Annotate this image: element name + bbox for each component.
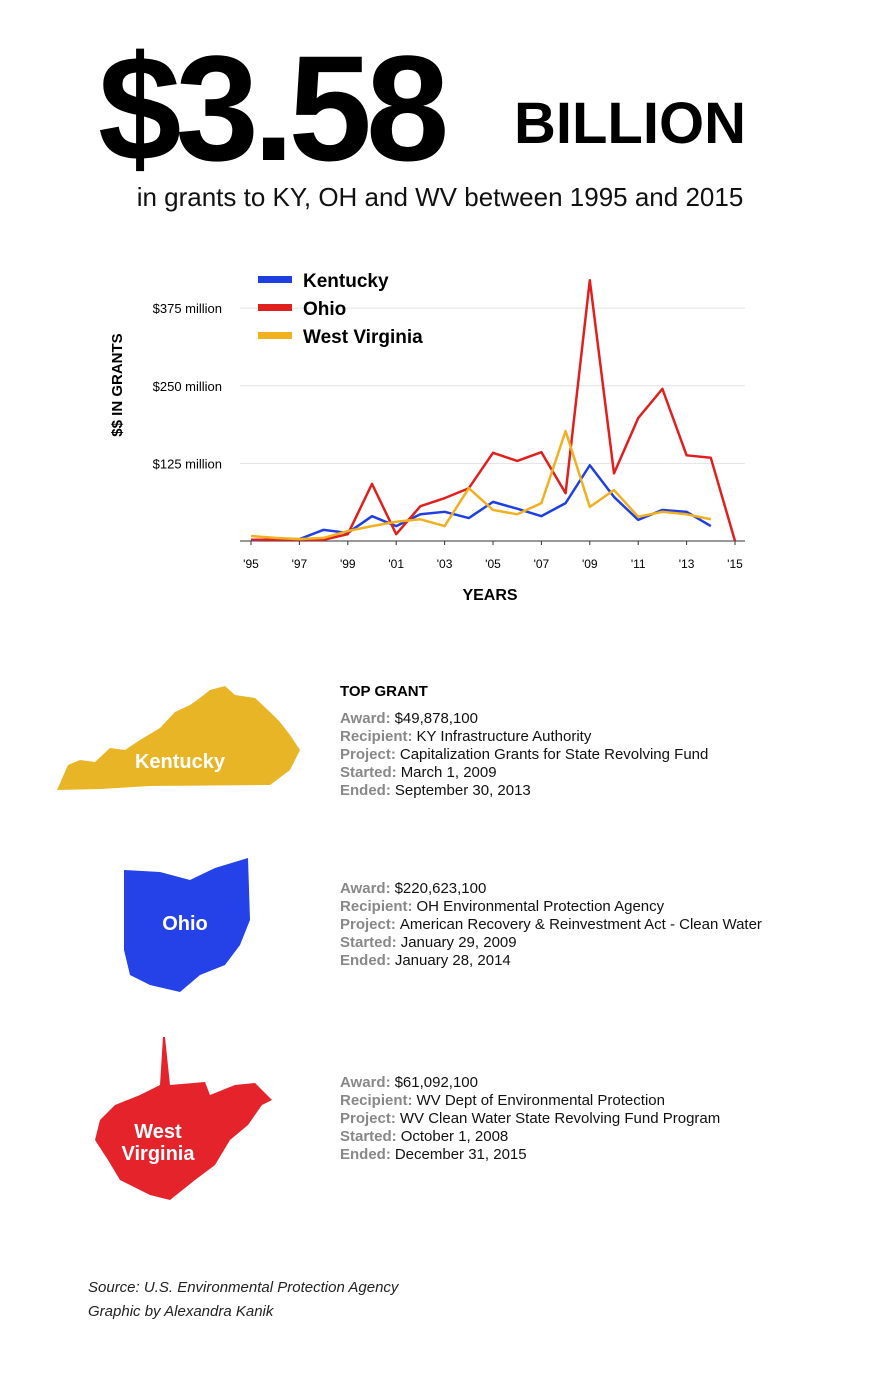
series-line <box>251 278 737 542</box>
kentucky-map <box>57 686 300 790</box>
legend-label: West Virginia <box>303 327 423 348</box>
field-value: American Recovery & Reinvestment Act - C… <box>400 916 762 933</box>
credit: Graphic by Alexandra Kanik <box>88 1303 275 1320</box>
field-label: Ended: <box>340 782 391 799</box>
y-tick-label: $375 million <box>153 301 222 316</box>
x-tick-label: '97 <box>292 557 308 571</box>
x-tick-label: '11 <box>631 557 646 571</box>
grant-field: Ended: September 30, 2013 <box>340 782 531 799</box>
field-label: Award: <box>340 1074 391 1091</box>
x-tick-label: '09 <box>582 557 598 571</box>
x-tick-label: '13 <box>679 557 695 571</box>
y-tick-label: $250 million <box>153 379 222 394</box>
x-tick-label: '95 <box>243 557 259 571</box>
grant-field: Award: $220,623,100 <box>340 880 486 897</box>
y-axis-label: $$ IN GRANTS <box>109 333 126 436</box>
field-value: $220,623,100 <box>395 880 487 897</box>
x-axis-label: YEARS <box>462 587 517 604</box>
field-label: Recipient: <box>340 898 413 915</box>
x-tick-label: '03 <box>437 557 453 571</box>
grant-field: Recipient: WV Dept of Environmental Prote… <box>340 1092 665 1109</box>
field-label: Project: <box>340 916 396 933</box>
x-tick-label: '07 <box>534 557 550 571</box>
x-tick-label: '01 <box>388 557 404 571</box>
field-value: KY Infrastructure Authority <box>417 728 592 745</box>
field-value: December 31, 2015 <box>395 1146 527 1163</box>
y-tick-label: $125 million <box>153 456 222 471</box>
grant-field: Started: January 29, 2009 <box>340 934 517 951</box>
legend-swatch <box>258 332 292 339</box>
field-label: Started: <box>340 1128 397 1145</box>
grant-field: Project: American Recovery & Reinvestment… <box>340 916 762 933</box>
field-label: Recipient: <box>340 728 413 745</box>
legend-label: Kentucky <box>303 271 389 292</box>
legend-swatch <box>258 276 292 283</box>
field-value: January 29, 2009 <box>401 934 517 951</box>
west-virginia-map <box>95 1037 272 1200</box>
line-chart: $125 million $250 million $375 million '95 '… <box>153 271 745 571</box>
field-label: Started: <box>340 764 397 781</box>
grant-field: Ended: January 28, 2014 <box>340 952 511 969</box>
headline-amount: $3.58 <box>98 24 445 192</box>
field-label: Project: <box>340 746 396 763</box>
grant-field: Ended: December 31, 2015 <box>340 1146 527 1163</box>
field-value: OH Environmental Protection Agency <box>417 898 665 915</box>
field-value: March 1, 2009 <box>401 764 497 781</box>
field-label: Award: <box>340 880 391 897</box>
field-value: January 28, 2014 <box>395 952 511 969</box>
x-tick-label: '15 <box>727 557 743 571</box>
grant-field: Award: $61,092,100 <box>340 1074 478 1091</box>
field-label: Ended: <box>340 1146 391 1163</box>
grant-field: Recipient: KY Infrastructure Authority <box>340 728 592 745</box>
field-value: WV Clean Water State Revolving Fund Prog… <box>400 1110 720 1127</box>
field-label: Project: <box>340 1110 396 1127</box>
grant-field: Started: March 1, 2009 <box>340 764 497 781</box>
field-value: September 30, 2013 <box>395 782 531 799</box>
series-line <box>250 463 712 542</box>
x-tick-label: '05 <box>485 557 501 571</box>
grant-field: Project: WV Clean Water State Revolving F… <box>340 1110 720 1127</box>
legend-label: Ohio <box>303 299 346 320</box>
headline-unit: BILLION <box>514 91 746 156</box>
grant-field: Started: October 1, 2008 <box>340 1128 508 1145</box>
field-value: Capitalization Grants for State Revolvin… <box>400 746 709 763</box>
series-line <box>250 429 712 541</box>
field-label: Started: <box>340 934 397 951</box>
source: Source: U.S. Environmental Protection Ag… <box>88 1279 400 1296</box>
field-label: Ended: <box>340 952 391 969</box>
top-grant-heading: TOP GRANT <box>340 683 428 700</box>
map-label: Kentucky <box>134 751 226 773</box>
field-value: $49,878,100 <box>395 710 478 727</box>
field-value: WV Dept of Environmental Protection <box>417 1092 665 1109</box>
map-label: West Virginia <box>121 1121 195 1165</box>
x-tick-label: '99 <box>340 557 356 571</box>
subtitle: in grants to KY, OH and WV between 1995 … <box>137 182 744 212</box>
field-value: October 1, 2008 <box>401 1128 509 1145</box>
grant-field: Project: Capitalization Grants for State … <box>340 746 708 763</box>
legend-swatch <box>258 304 292 311</box>
ohio-map <box>124 858 250 992</box>
grant-field: Award: $49,878,100 <box>340 710 478 727</box>
field-value: $61,092,100 <box>395 1074 478 1091</box>
grant-field: Recipient: OH Environmental Protection Ag… <box>340 898 665 915</box>
field-label: Recipient: <box>340 1092 413 1109</box>
map-label: Ohio <box>162 913 208 935</box>
field-label: Award: <box>340 710 391 727</box>
